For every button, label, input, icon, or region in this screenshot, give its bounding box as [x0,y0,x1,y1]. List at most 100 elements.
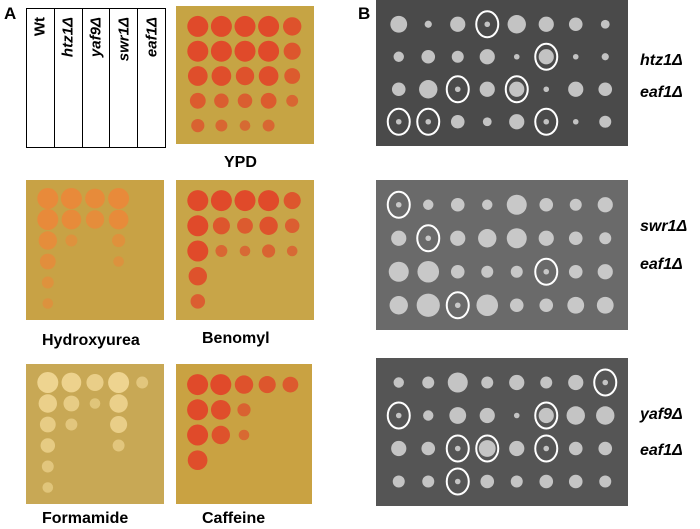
strain-col-yaf9: yaf9Δ [83,9,111,147]
tetrad-colony [416,293,440,317]
colony-spot [60,188,82,209]
tetrad-yaf9-eaf1-image [376,358,628,506]
colony-spot [37,209,59,230]
double-mutant-circle [534,434,559,463]
colony-spot [187,15,209,37]
genotype-label-eaf1-cross1: eaf1Δ [640,84,683,101]
colony-spot [61,209,82,230]
tetrad-colony [421,49,436,64]
tetrad-colony [451,50,464,63]
colony-spot [258,66,279,86]
colony-spot [108,209,129,230]
tetrad-colony [388,261,409,282]
tetrad-colony [597,264,613,280]
strain-col-htz1: htz1Δ [55,9,83,147]
tetrad-colony [510,265,523,278]
colony-spot [238,429,250,441]
tetrad-colony [568,474,583,489]
tetrad-colony [479,81,495,97]
colony-spot [283,42,301,60]
colony-spot [210,374,232,396]
tetrad-colony [543,118,550,125]
colony-spot [239,120,251,131]
tetrad-colony [479,407,495,424]
condition-label-caffeine: Caffeine [202,510,266,527]
tetrad-colony [425,118,432,125]
colony-spot [112,439,125,452]
tetrad-colony [450,197,465,212]
tetrad-colony [568,231,583,246]
colony-spot [112,233,126,248]
colony-spot [211,66,232,86]
colony-spot [85,188,105,209]
tetrad-colony [599,115,612,128]
double-mutant-circle [504,75,529,104]
colony-spot [61,372,82,393]
double-mutant-circle [445,291,470,320]
tetrad-colony [513,53,520,60]
tetrad-colony [566,406,585,425]
colony-spot [39,416,56,433]
tetrad-colony [450,264,465,279]
double-mutant-circle [416,107,441,136]
double-mutant-circle [534,107,559,136]
tetrad-colony [568,374,584,391]
double-mutant-circle [386,401,411,430]
colony-spot [187,399,209,421]
colony-spot [214,93,229,109]
double-mutant-circle [445,75,470,104]
tetrad-colony [509,81,525,97]
tetrad-colony [509,298,524,313]
colony-spot [215,245,228,257]
tetrad-colony [454,302,461,309]
plate-formamide-image [26,364,164,504]
colony-spot [210,399,231,420]
colony-spot [283,17,302,36]
colony-spot [110,415,128,434]
strain-label-htz1: htz1Δ [59,17,77,58]
tetrad-colony [509,114,525,130]
tetrad-colony [482,199,493,210]
condition-label-hydroxyurea: Hydroxyurea [42,332,140,349]
tetrad-colony [539,298,554,313]
tetrad-colony [598,82,613,97]
tetrad-colony [538,49,554,65]
colony-spot [210,15,232,37]
strain-label-eaf1: eaf1Δ [143,17,161,58]
double-mutant-circle [445,467,470,496]
colony-spot [237,217,253,234]
colony-spot [42,298,54,309]
double-mutant-circle [475,10,500,39]
strain-col-eaf1: eaf1Δ [138,9,165,147]
tetrad-colony [481,376,494,389]
colony-spot [262,244,276,258]
colony-spot [262,119,275,132]
strain-label-yaf9: yaf9Δ [87,17,105,58]
genotype-label-htz1: htz1Δ [640,52,683,69]
tetrad-colony [422,376,435,389]
colony-spot [187,215,209,237]
tetrad-colony [422,475,435,488]
colony-spot [234,15,256,37]
colony-spot [215,119,228,132]
colony-spot [283,192,301,210]
tetrad-plate-swr1-eaf1 [376,180,628,330]
tetrad-colony [539,197,554,212]
tetrad-colony [567,296,585,314]
colony-spot [37,188,59,209]
colony-spot [235,66,255,86]
strain-col-swr1: swr1Δ [110,9,139,147]
colony-spot [38,394,57,413]
tetrad-colony [478,440,496,457]
strain-label-swr1: swr1Δ [115,17,133,62]
tetrad-colony [391,82,406,97]
colony-spot [108,372,130,393]
colony-spot [237,93,253,109]
tetrad-colony [391,230,407,246]
panel-letter-a: A [4,4,17,23]
condition-label-benomyl: Benomyl [202,330,270,347]
colony-spot [282,376,299,393]
plate-caffeine-image [176,364,312,504]
colony-spot [108,188,130,209]
tetrad-colony [506,194,527,215]
